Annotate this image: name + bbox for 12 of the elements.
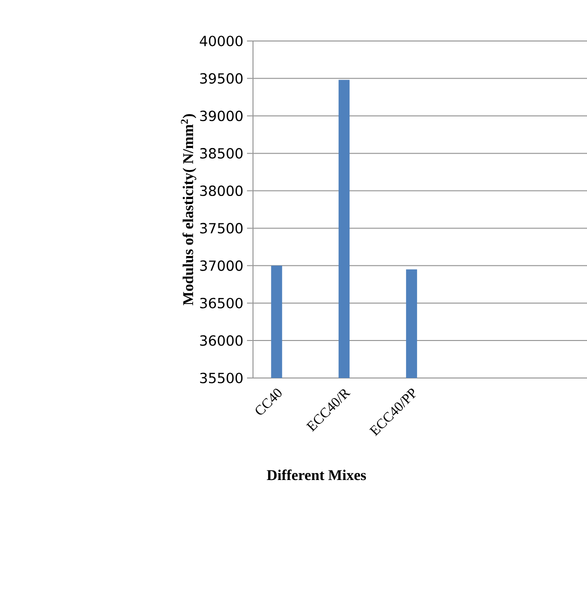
y-tick-label: 36000 — [200, 335, 243, 346]
y-tick-label: 35500 — [200, 372, 243, 384]
y-tick-label: 37000 — [200, 260, 243, 271]
y-tick-label: 38000 — [200, 185, 243, 196]
y-tick-label: 39500 — [200, 73, 243, 84]
x-axis-title: Different Mixes — [266, 470, 366, 480]
y-tick-label: 39000 — [200, 110, 243, 122]
y-tick-label: 37500 — [200, 222, 243, 234]
y-axis-title: Modulus of elasticity( N/mm$^{2}$) — [180, 114, 196, 306]
y-tick-label: 38500 — [200, 148, 243, 159]
y-tick-label: 36500 — [200, 298, 243, 308]
y-tick-label: 40000 — [200, 36, 243, 46]
